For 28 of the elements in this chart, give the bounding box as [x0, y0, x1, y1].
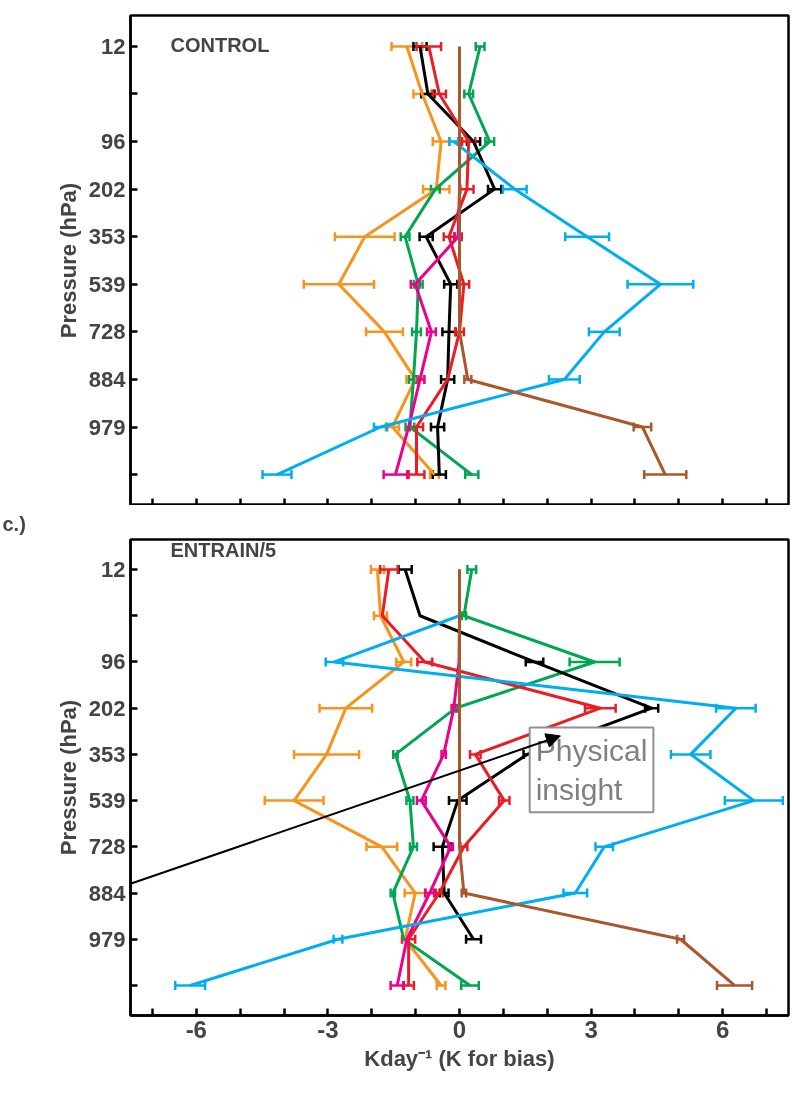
y-tick-label: 728 [88, 834, 126, 860]
x-tick-label: -3 [317, 1015, 339, 1043]
y-tick-label: 728 [88, 319, 126, 345]
y-tick-label: 202 [88, 176, 126, 202]
y-axis-title: Pressure (hPa) [55, 699, 81, 856]
x-tick-label: -6 [185, 1015, 207, 1043]
y-tick-label: 96 [101, 129, 126, 155]
annotation: Physical insight [535, 733, 648, 807]
y-tick-label: 884 [88, 366, 127, 392]
text: c.) [2, 512, 26, 535]
y-tick-label: 884 [88, 880, 127, 906]
chart-title: ENTRAIN/5 [170, 538, 277, 561]
y-tick-label: 96 [101, 649, 126, 675]
y-tick-label: 202 [88, 695, 126, 721]
y-tick-label: 12 [101, 33, 126, 59]
x-tick-label: 6 [716, 1015, 730, 1043]
y-tick-label: 353 [88, 741, 126, 767]
x-axis-title: Kday⁻¹ (K for bias) [364, 1045, 555, 1071]
x-tick-label: 0 [452, 1015, 467, 1043]
y-tick-label: 979 [88, 414, 126, 440]
y-tick-label: 539 [88, 271, 126, 297]
text: CONTROL [170, 33, 270, 56]
y-tick-label: 12 [101, 557, 126, 583]
y-tick-label: 353 [88, 224, 126, 250]
y-tick-label: 539 [88, 788, 126, 814]
y-axis-title: Pressure (hPa) [55, 182, 81, 339]
y-tick-label: 979 [88, 926, 126, 952]
x-tick-label: 3 [584, 1015, 598, 1043]
